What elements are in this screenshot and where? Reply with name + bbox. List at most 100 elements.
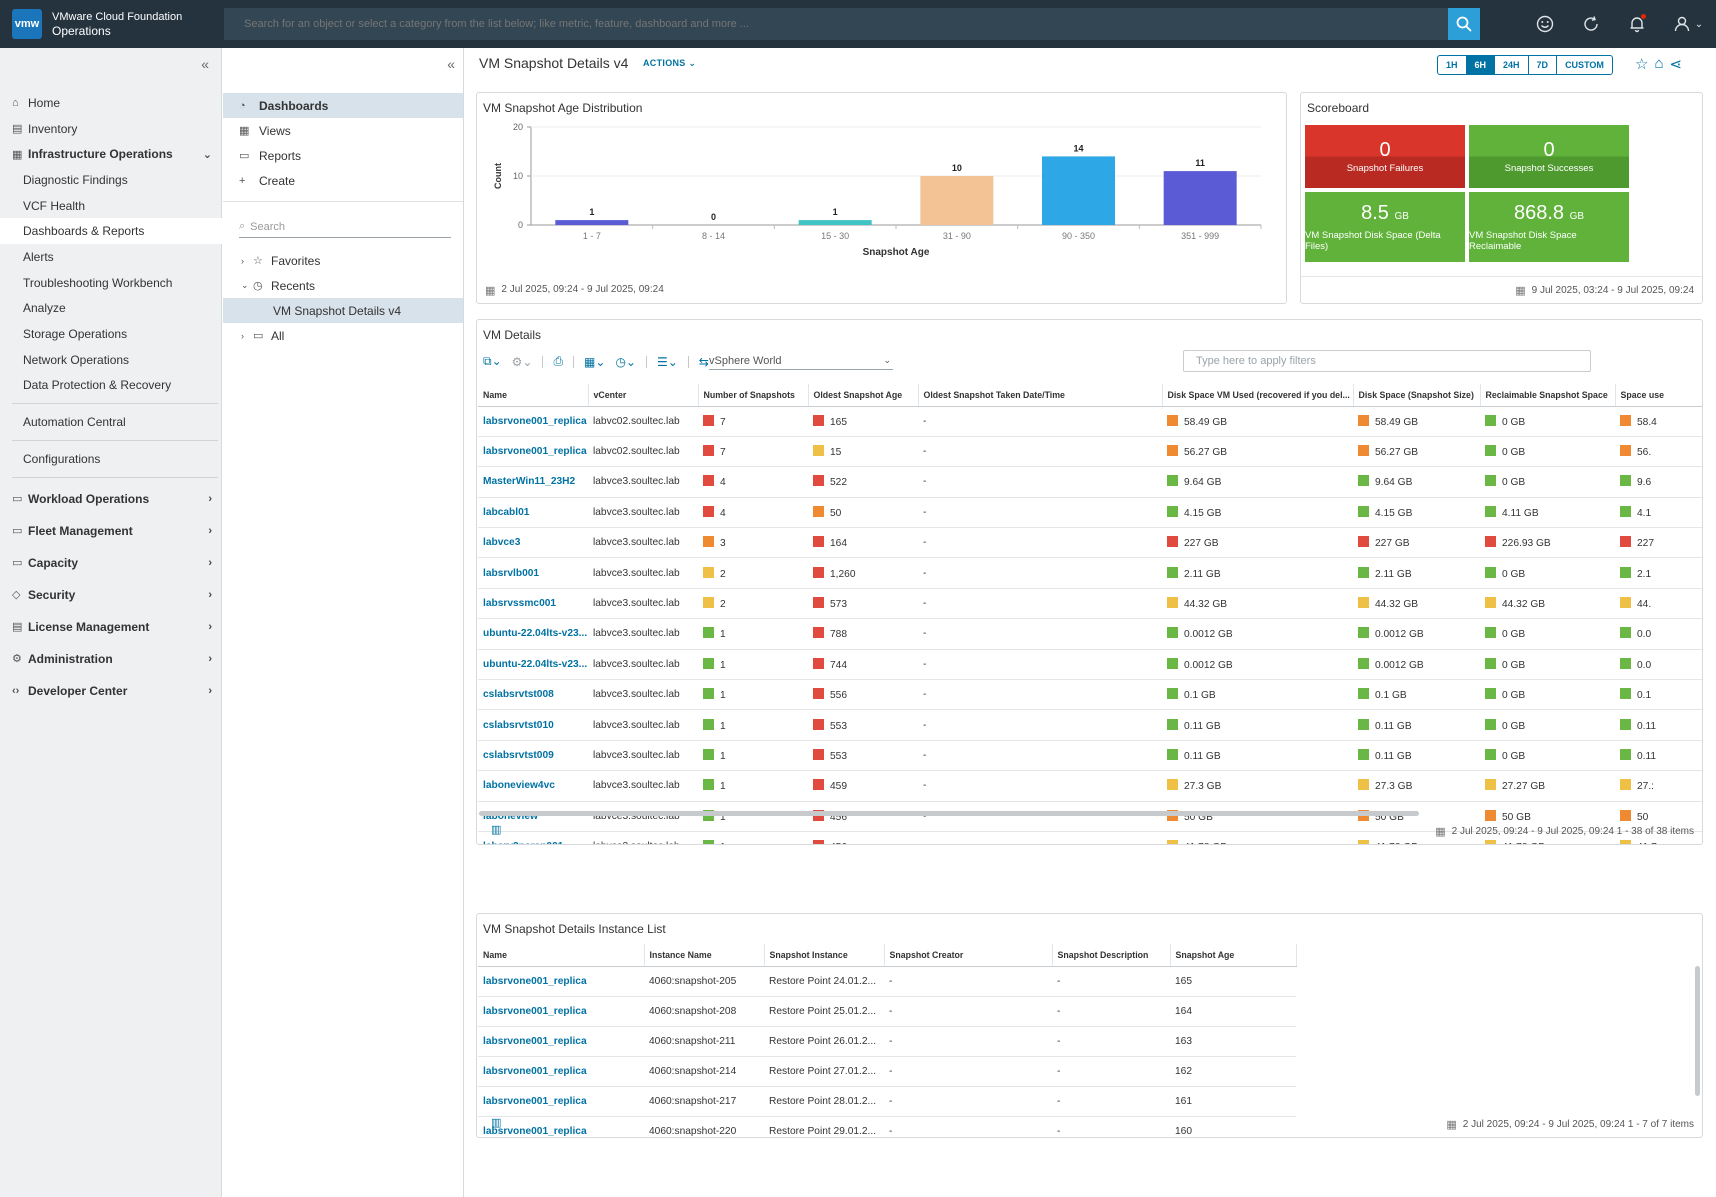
nav-data-protection[interactable]: Data Protection & Recovery <box>0 373 222 399</box>
nav-automation-central[interactable]: Automation Central <box>0 409 222 435</box>
table-row[interactable]: ubuntu-22.04lts-v23... labvce3.soultec.la… <box>478 649 1702 681</box>
actions-menu[interactable]: ACTIONS ⌄ <box>643 58 696 69</box>
time-icon[interactable]: ◷⌄ <box>615 354 636 369</box>
brand[interactable]: vmw VMware Cloud Foundation Operations <box>0 9 224 39</box>
vm-name-link[interactable]: ubuntu-22.04lts-v23... <box>478 649 588 681</box>
table-row[interactable]: labvce3 labvce3.soultec.lab 3 164 - 227 GB 227… <box>478 527 1702 559</box>
table-row[interactable]: labcabl01 labvce3.soultec.lab 4 50 - 4.15 GB 4… <box>478 497 1702 529</box>
global-search-input[interactable] <box>224 18 1448 30</box>
vm-name-link[interactable]: labsrvone001_replica <box>478 406 588 437</box>
score-tile-delta-files[interactable]: 8.5 GB VM Snapshot Disk Space (Delta Fil… <box>1305 192 1465 262</box>
vm-name-link[interactable]: labsrv3parsp001 <box>478 831 588 844</box>
table-row[interactable]: labsrvone001_replica labvc02.soultec.lab 7… <box>478 406 1702 437</box>
column-header[interactable]: Snapshot Description <box>1052 944 1171 967</box>
collapse-subnav-icon[interactable]: « <box>447 56 455 72</box>
nav-configurations[interactable]: Configurations <box>0 446 222 472</box>
table-row[interactable]: laboneview labvce3.soultec.lab 1 456 - 50 GB 5… <box>478 801 1702 832</box>
filter-input[interactable]: Type here to apply filters <box>1183 350 1591 372</box>
range-1h[interactable]: 1H <box>1438 56 1467 74</box>
tree-favorites[interactable]: › ☆ Favorites <box>223 248 463 273</box>
vm-name-link[interactable]: laboneview <box>478 801 588 832</box>
column-header[interactable]: Oldest Snapshot Age <box>808 384 919 407</box>
vm-name-link[interactable]: labsrvone001_replica <box>478 996 644 1027</box>
tree-vm-snapshot-details[interactable]: VM Snapshot Details v4 <box>223 298 463 323</box>
nav-storage-operations[interactable]: Storage Operations <box>0 321 222 347</box>
collapse-nav-icon[interactable]: « <box>201 56 209 72</box>
table-row[interactable]: cslabsrvtst010 labvce3.soultec.lab 1 553 - 0.… <box>478 709 1702 741</box>
nav-alerts[interactable]: Alerts <box>0 244 222 270</box>
vm-name-link[interactable]: labsrvssmc001 <box>478 588 588 620</box>
subnav-create[interactable]: + Create <box>223 168 463 193</box>
vm-name-link[interactable]: labsrvone001_replica <box>478 966 644 997</box>
table-row[interactable]: labsrv3parsp001labvce3.soultec.lab 1 456 - 4… <box>478 831 1702 844</box>
table-row[interactable]: labsrvone001_replica 4060:snapshot-208 Res… <box>478 996 1296 1027</box>
column-header[interactable]: Name <box>478 944 645 967</box>
nav-fleet-management[interactable]: ▭ Fleet Management › <box>0 515 222 547</box>
table-row[interactable]: cslabsrvtst008 labvce3.soultec.lab 1 556 - 0.… <box>478 679 1702 711</box>
bell-icon[interactable] <box>1614 0 1660 48</box>
score-tile-reclaimable[interactable]: 868.8 GB VM Snapshot Disk Space Reclaima… <box>1469 192 1629 262</box>
table-row[interactable]: labsrvlb001 labvce3.soultec.lab 2 1,260 - 2.1… <box>478 557 1702 589</box>
nav-vcf-health[interactable]: VCF Health <box>0 193 222 219</box>
subnav-dashboards[interactable]: ◔ Dashboards <box>223 93 463 118</box>
vm-name-link[interactable]: labsrvlb001 <box>478 557 588 589</box>
table-row[interactable]: labsrvone001_replica 4060:snapshot-205 Res… <box>478 966 1296 997</box>
group-by-icon[interactable]: ⧉⌄ <box>483 354 502 368</box>
home-icon[interactable]: ⌂ <box>1654 55 1664 72</box>
share-icon[interactable]: ⋖ <box>1669 56 1683 73</box>
table-row[interactable]: labsrvone001_replica labvc02.soultec.lab 7… <box>478 436 1702 468</box>
table-row[interactable]: ubuntu-22.04lts-v23... labvce3.soultec.la… <box>478 618 1702 650</box>
nav-diagnostic-findings[interactable]: Diagnostic Findings <box>0 167 222 193</box>
column-header[interactable]: Reclaimable Snapshot Space <box>1480 384 1616 407</box>
export-icon[interactable]: ⎙ <box>553 354 564 368</box>
tree-recents[interactable]: ⌄ ◷ Recents <box>223 273 463 298</box>
nav-license-management[interactable]: ▤ License Management › <box>0 611 222 643</box>
vm-name-link[interactable]: labsrvone001_replica <box>478 436 588 468</box>
search-button[interactable] <box>1448 8 1480 40</box>
score-tile-failures[interactable]: 0 Snapshot Failures <box>1305 125 1465 188</box>
nav-network-operations[interactable]: Network Operations <box>0 347 222 373</box>
table-row[interactable]: labsrvone001_replica 4060:snapshot-214 Res… <box>478 1056 1296 1087</box>
table-row[interactable]: MasterWin11_23H2 labvce3.soultec.lab 4 522 -… <box>478 466 1702 498</box>
vm-name-link[interactable]: MasterWin11_23H2 <box>478 466 588 498</box>
column-header[interactable]: Name <box>478 384 589 407</box>
calendar-icon[interactable]: ▦⌄ <box>584 354 606 369</box>
table-row[interactable]: labsrvone001_replica 4060:snapshot-220 Res… <box>478 1116 1296 1137</box>
table-row[interactable]: labsrvssmc001 labvce3.soultec.lab 2 573 - 44.… <box>478 588 1702 620</box>
column-chooser-icon[interactable]: ▥ <box>491 1117 502 1129</box>
nav-troubleshooting-workbench[interactable]: Troubleshooting Workbench <box>0 270 222 296</box>
settings-icon[interactable]: ⚙⌄ <box>511 354 533 369</box>
column-header[interactable]: Disk Space VM Used (recovered if you del… <box>1162 384 1354 407</box>
vm-name-link[interactable]: labvce3 <box>478 527 588 559</box>
interaction-icon[interactable]: ⇆ <box>698 354 709 369</box>
column-header[interactable]: Snapshot Age <box>1170 944 1297 967</box>
column-header[interactable]: Snapshot Creator <box>884 944 1053 967</box>
subnav-reports[interactable]: ▭ Reports <box>223 143 463 168</box>
refresh-icon[interactable] <box>1568 0 1614 48</box>
column-header[interactable]: Space use <box>1615 384 1702 407</box>
column-header[interactable]: Number of Snapshots <box>698 384 809 407</box>
nav-security[interactable]: ◇ Security › <box>0 579 222 611</box>
table-row[interactable]: labsrvone001_replica 4060:snapshot-217 Res… <box>478 1086 1296 1117</box>
vm-name-link[interactable]: ubuntu-22.04lts-v23... <box>478 618 588 650</box>
vm-name-link[interactable]: labsrvone001_replica <box>478 1026 644 1057</box>
nav-analyze[interactable]: Analyze <box>0 296 222 322</box>
vm-name-link[interactable]: labsrvone001_replica <box>478 1056 644 1087</box>
nav-inventory[interactable]: ▤ Inventory <box>0 116 222 142</box>
column-header[interactable]: Disk Space (Snapshot Size) <box>1353 384 1481 407</box>
table-row[interactable]: laboneview4vc labvce3.soultec.lab 1 459 - 27.… <box>478 770 1702 802</box>
nav-capacity[interactable]: ▭ Capacity › <box>0 547 222 579</box>
smiley-icon[interactable] <box>1522 0 1568 48</box>
tree-all[interactable]: › ▭ All <box>223 323 463 348</box>
column-header[interactable]: Instance Name <box>644 944 765 967</box>
column-header[interactable]: Snapshot Instance <box>764 944 885 967</box>
score-tile-successes[interactable]: 0 Snapshot Successes <box>1469 125 1629 188</box>
nav-workload-operations[interactable]: ▭ Workload Operations › <box>0 483 222 515</box>
vm-name-link[interactable]: laboneview4vc <box>478 770 588 802</box>
range-7d[interactable]: 7D <box>1529 56 1558 74</box>
column-chooser-icon[interactable]: ▥ <box>491 824 502 836</box>
vm-name-link[interactable]: labsrvone001_replica <box>478 1116 644 1137</box>
nav-infrastructure-operations[interactable]: ▦ Infrastructure Operations ⌄ <box>0 141 222 167</box>
column-header[interactable]: Oldest Snapshot Taken Date/Time <box>918 384 1163 407</box>
nav-home[interactable]: ⌂ Home <box>0 90 222 116</box>
